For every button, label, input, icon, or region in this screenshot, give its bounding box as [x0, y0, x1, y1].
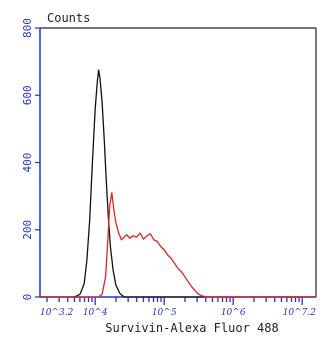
x-axis: 10^3.2 10^4 10^5 10^6 10^7.2 — [40, 297, 316, 318]
x-tick-label: 10^3.2 — [40, 308, 74, 318]
x-tick-label: 10^4 — [83, 308, 108, 318]
plot-frame — [39, 27, 317, 298]
x-axis-label: Survivin-Alexa Fluor 488 — [105, 321, 278, 335]
series-1-line — [40, 192, 316, 298]
y-tick-label: 600 — [21, 85, 34, 105]
x-tick-label: 10^7.2 — [283, 308, 317, 318]
series-0-line — [40, 69, 316, 298]
x-tick-label: 10^5 — [152, 308, 177, 318]
y-tick-label: 800 — [21, 18, 34, 38]
y-axis: 0 200 400 600 800 — [21, 18, 40, 300]
y-tick-label: 200 — [21, 220, 34, 240]
x-tick-label: 10^6 — [221, 308, 246, 318]
y-tick-label: 0 — [21, 294, 34, 301]
y-tick-label: 400 — [21, 153, 34, 173]
y-axis-label: Counts — [47, 11, 90, 25]
series-layer — [40, 69, 316, 298]
